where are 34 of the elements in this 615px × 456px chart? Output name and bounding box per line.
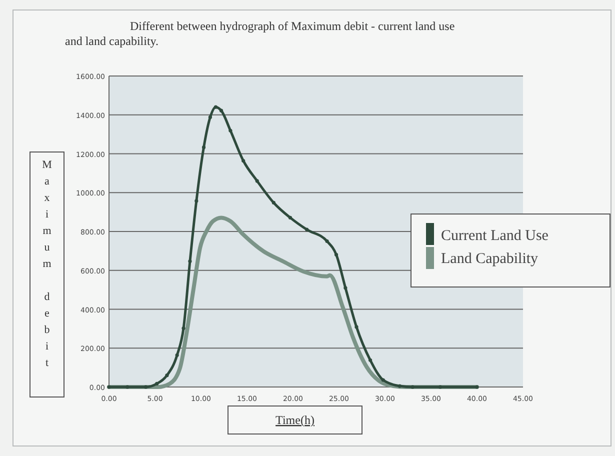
point bbox=[325, 239, 329, 244]
point bbox=[410, 385, 414, 389]
point bbox=[242, 158, 246, 163]
point bbox=[194, 199, 198, 203]
point bbox=[438, 385, 442, 389]
point bbox=[381, 378, 385, 382]
text: Maximum debit bbox=[42, 159, 52, 369]
point bbox=[305, 228, 309, 232]
point bbox=[165, 374, 169, 378]
point bbox=[107, 385, 111, 389]
point bbox=[344, 286, 348, 290]
x-axis-title: Time(h) bbox=[276, 413, 314, 427]
chart-title: Different between hydrograph of Maximum debit - current land use and land capability. bbox=[65, 19, 455, 48]
point bbox=[354, 325, 358, 329]
point bbox=[398, 384, 402, 388]
point bbox=[182, 326, 186, 330]
point bbox=[208, 115, 212, 120]
point bbox=[368, 358, 372, 362]
point bbox=[288, 216, 292, 220]
point bbox=[255, 179, 259, 183]
point bbox=[175, 353, 179, 357]
point bbox=[188, 259, 192, 264]
point bbox=[126, 385, 130, 389]
point bbox=[214, 105, 218, 109]
point bbox=[228, 128, 232, 132]
point bbox=[334, 252, 338, 256]
point bbox=[219, 108, 224, 112]
point bbox=[475, 385, 479, 389]
point bbox=[144, 385, 148, 389]
legend-label: Current Land Use bbox=[441, 228, 549, 244]
point bbox=[272, 200, 276, 205]
legend-label: Land Capability bbox=[441, 251, 539, 267]
point bbox=[202, 146, 206, 150]
point bbox=[155, 382, 159, 386]
